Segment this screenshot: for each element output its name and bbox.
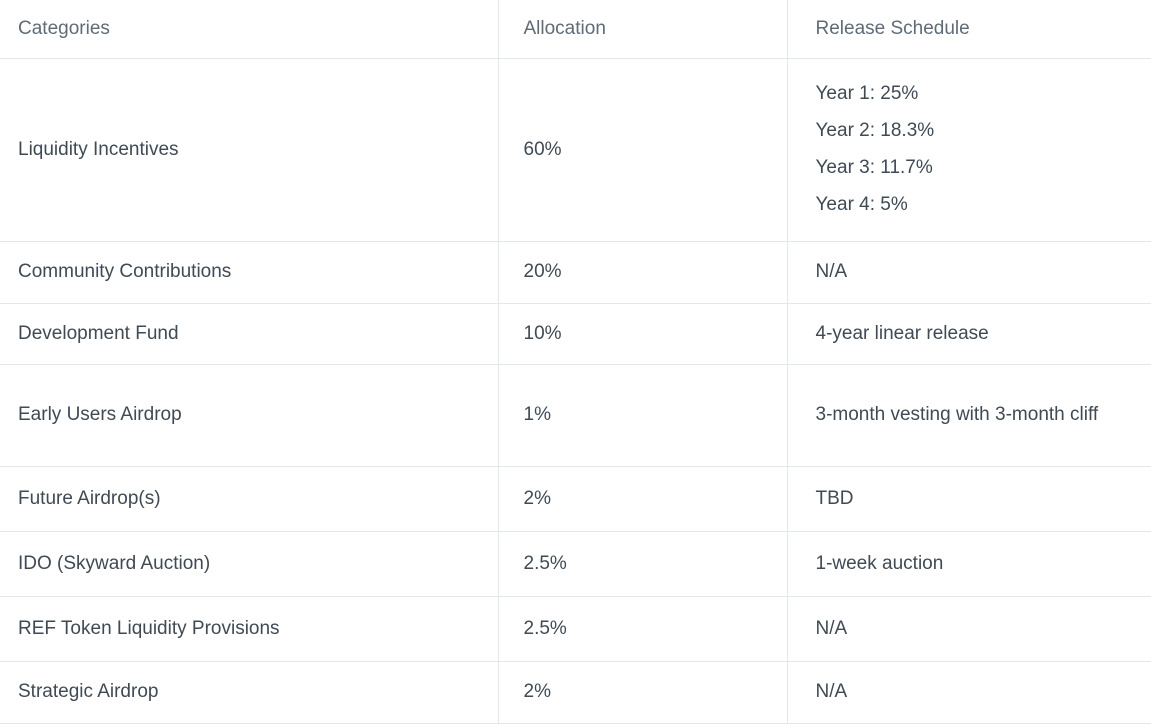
allocation-cell: 20% (498, 241, 788, 304)
category-cell: Strategic Airdrop (0, 661, 499, 724)
release-line-year-1: Year 1: 25% (815, 83, 919, 104)
header-row: Categories Allocation Release Schedule (0, 0, 1151, 59)
table-row-ref-token-liquidity-provisions: REF Token Liquidity Provisions 2.5% N/A (0, 596, 1151, 662)
release-line-year-3: Year 3: 11.7% (815, 157, 933, 178)
category-cell: Development Fund (0, 303, 499, 365)
category-cell: Future Airdrop(s) (0, 466, 499, 532)
column-header-categories: Categories (0, 0, 499, 59)
release-schedule-cell: Year 1: 25% Year 2: 18.3% Year 3: 11.7% … (787, 58, 1151, 242)
table-row-future-airdrops: Future Airdrop(s) 2% TBD (0, 466, 1151, 532)
allocation-cell: 60% (498, 58, 788, 242)
table-row-early-users-airdrop: Early Users Airdrop 1% 3-month vesting w… (0, 364, 1151, 467)
category-cell: Community Contributions (0, 241, 499, 304)
release-schedule-cell: TBD (787, 466, 1151, 532)
release-schedule-cell: N/A (787, 596, 1151, 662)
allocation-cell: 1% (498, 364, 788, 467)
allocation-cell: 2.5% (498, 531, 788, 597)
category-cell: Liquidity Incentives (0, 58, 499, 242)
release-line-year-2: Year 2: 18.3% (815, 120, 935, 141)
table-row-development-fund: Development Fund 10% 4-year linear relea… (0, 303, 1151, 365)
allocation-cell: 2.5% (498, 596, 788, 662)
release-schedule-cell: 1-week auction (787, 531, 1151, 597)
release-schedule-cell: 4-year linear release (787, 303, 1151, 365)
column-header-release-schedule: Release Schedule (787, 0, 1151, 59)
category-cell: REF Token Liquidity Provisions (0, 596, 499, 662)
category-cell: Early Users Airdrop (0, 364, 499, 467)
release-schedule-cell: 3-month vesting with 3-month cliff (787, 364, 1151, 467)
table-row-ido-skyward-auction: IDO (Skyward Auction) 2.5% 1-week auctio… (0, 531, 1151, 597)
column-header-allocation: Allocation (498, 0, 788, 59)
release-schedule-cell: N/A (787, 241, 1151, 304)
table-row-liquidity-incentives: Liquidity Incentives 60% Year 1: 25% Yea… (0, 58, 1151, 242)
category-cell: IDO (Skyward Auction) (0, 531, 499, 597)
table-row-community-contributions: Community Contributions 20% N/A (0, 241, 1151, 304)
allocation-cell: 2% (498, 661, 788, 724)
release-line-year-4: Year 4: 5% (815, 194, 908, 215)
release-schedule-cell: N/A (787, 661, 1151, 724)
table-row-strategic-airdrop: Strategic Airdrop 2% N/A (0, 661, 1151, 724)
allocation-cell: 10% (498, 303, 788, 365)
allocation-cell: 2% (498, 466, 788, 532)
